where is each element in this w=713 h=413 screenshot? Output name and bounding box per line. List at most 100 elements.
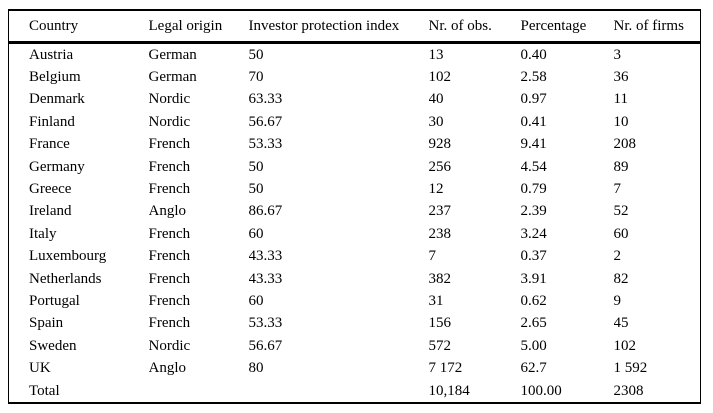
- cell-nr-of-obs: 928: [428, 136, 452, 153]
- cell-country: Austria: [29, 46, 74, 63]
- cell-percentage: 0.41: [520, 113, 547, 130]
- cell-percentage: 0.37: [520, 248, 547, 265]
- cell-legal-origin: French: [148, 248, 191, 265]
- cell-nr-of-obs: 156: [428, 315, 452, 332]
- cell-country: Finland: [29, 113, 75, 130]
- cell-nr-of-obs: 40: [428, 91, 444, 108]
- cell-legal-origin: French: [148, 315, 191, 332]
- table-row: UK Anglo 80 7 172 62.7 1 592: [9, 357, 701, 379]
- cell-nr-of-obs: 256: [428, 158, 452, 175]
- cell-nr-of-firms: 82: [613, 270, 629, 287]
- cell-percentage: 9.41: [520, 136, 547, 153]
- cell-nr-of-firms: 60: [613, 225, 629, 242]
- cell-nr-of-obs: 102: [428, 69, 452, 86]
- cell-nr-of-obs: 30: [428, 113, 444, 130]
- cell-investor-protection-index: 60: [248, 225, 264, 242]
- cell-country: Sweden: [29, 337, 77, 354]
- cell-legal-origin: French: [148, 225, 191, 242]
- cell-percentage: 3.91: [520, 270, 547, 287]
- cell-nr-of-firms: 1 592: [613, 360, 648, 377]
- table-row: Denmark Nordic 63.33 40 0.97 11: [9, 89, 701, 111]
- cell-investor-protection-index: 53.33: [248, 136, 283, 153]
- cell-investor-protection-index: 50: [248, 46, 264, 63]
- cell-investor-protection-index: 63.33: [248, 91, 283, 108]
- cell-nr-of-firms: 7: [613, 181, 622, 198]
- cell-nr-of-firms: 2308: [613, 382, 644, 399]
- cell-investor-protection-index: 86.67: [248, 203, 283, 220]
- cell-country: Luxembourg: [29, 248, 107, 265]
- header-row: Country Legal origin Investor protection…: [8, 10, 701, 44]
- cell-nr-of-firms: 102: [613, 337, 637, 354]
- table-header: Country Legal origin Investor protection…: [8, 10, 701, 44]
- cell-country: Spain: [29, 315, 64, 332]
- cell-percentage: 2.65: [520, 315, 547, 332]
- table-row: Ireland Anglo 86.67 237 2.39 52: [9, 201, 701, 223]
- cell-nr-of-firms: 10: [613, 113, 629, 130]
- cell-country: Netherlands: [29, 270, 102, 287]
- cell-nr-of-firms: 3: [613, 46, 622, 63]
- cell-investor-protection-index: 53.33: [248, 315, 283, 332]
- cell-nr-of-firms: 89: [613, 158, 629, 175]
- cell-investor-protection-index: 56.67: [248, 113, 283, 130]
- cell-nr-of-obs: 7 172: [428, 360, 463, 377]
- cell-nr-of-firms: 45: [613, 315, 629, 332]
- column-header-country: Country: [8, 10, 149, 44]
- cell-percentage: 0.40: [520, 46, 547, 63]
- cell-investor-protection-index: 60: [248, 292, 264, 309]
- cell-country: Ireland: [29, 203, 72, 220]
- cell-percentage: 0.97: [520, 91, 547, 108]
- column-header-legal-origin: Legal origin: [148, 10, 249, 44]
- table-row: Spain French 53.33 156 2.65 45: [9, 313, 701, 335]
- cell-country: Germany: [29, 158, 85, 175]
- cell-nr-of-obs: 7: [428, 248, 437, 265]
- cell-investor-protection-index: 50: [248, 158, 264, 175]
- cell-nr-of-obs: 13: [428, 46, 444, 63]
- cell-legal-origin: French: [148, 181, 191, 198]
- cell-nr-of-firms: 9: [613, 292, 622, 309]
- cell-nr-of-obs: 10,184: [428, 382, 470, 399]
- cell-country: UK: [29, 360, 51, 377]
- cell-legal-origin: French: [148, 158, 191, 175]
- cell-legal-origin: Nordic: [148, 91, 191, 108]
- cell-legal-origin: Anglo: [148, 360, 187, 377]
- cell-legal-origin: German: [148, 69, 197, 86]
- cell-percentage: 100.00: [520, 382, 562, 399]
- cell-legal-origin: French: [148, 292, 191, 309]
- cell-nr-of-firms: 36: [613, 69, 629, 86]
- cell-country: Greece: [29, 181, 72, 198]
- cell-country: Total: [29, 382, 60, 399]
- table-body: Austria German 50 13 0.40 3 Belgium Germ…: [9, 43, 701, 404]
- cell-investor-protection-index: 43.33: [248, 248, 283, 265]
- cell-country: France: [29, 136, 70, 153]
- cell-legal-origin: Nordic: [148, 113, 191, 130]
- cell-nr-of-obs: 238: [428, 225, 452, 242]
- table-row: Sweden Nordic 56.67 572 5.00 102: [9, 335, 701, 357]
- column-header-investor-protection-index: Investor protection index: [248, 10, 429, 44]
- cell-nr-of-obs: 382: [428, 270, 452, 287]
- cell-investor-protection-index: 43.33: [248, 270, 283, 287]
- cell-nr-of-firms: 208: [613, 136, 637, 153]
- table-row: Greece French 50 12 0.79 7: [9, 178, 701, 200]
- table-row: Portugal French 60 31 0.62 9: [9, 290, 701, 312]
- cell-percentage: 3.24: [520, 225, 547, 242]
- cell-legal-origin: Nordic: [148, 337, 191, 354]
- cell-nr-of-firms: 11: [613, 91, 628, 108]
- cell-percentage: 0.79: [520, 181, 547, 198]
- cell-nr-of-obs: 237: [428, 203, 452, 220]
- country-summary-table: Country Legal origin Investor protection…: [8, 9, 701, 405]
- cell-country: Italy: [29, 225, 57, 242]
- cell-legal-origin: [149, 380, 249, 403]
- column-header-percentage: Percentage: [520, 10, 614, 44]
- cell-percentage: 4.54: [520, 158, 547, 175]
- cell-nr-of-obs: 31: [428, 292, 444, 309]
- cell-investor-protection-index: [249, 380, 429, 403]
- cell-country: Denmark: [29, 91, 85, 108]
- cell-investor-protection-index: 80: [248, 360, 264, 377]
- table-row: Luxembourg French 43.33 7 0.37 2: [9, 246, 701, 268]
- table-row: Italy French 60 238 3.24 60: [9, 223, 701, 245]
- cell-country: Portugal: [29, 292, 80, 309]
- cell-percentage: 2.39: [520, 203, 547, 220]
- cell-percentage: 5.00: [520, 337, 547, 354]
- cell-legal-origin: German: [148, 46, 197, 63]
- cell-legal-origin: French: [148, 136, 191, 153]
